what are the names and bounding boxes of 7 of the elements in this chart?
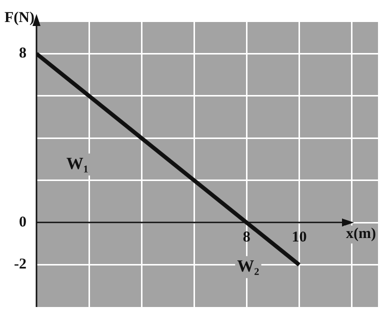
y-axis-title: F(N) — [4, 10, 34, 26]
y-tick-label: 8 — [18, 46, 26, 62]
y-tick-label: 0 — [18, 214, 26, 230]
annotation: W₁ — [66, 154, 89, 173]
annotation: W₂ — [237, 256, 260, 276]
x-axis-title: x(m) — [346, 226, 376, 242]
y-tick-label: -2 — [14, 256, 26, 273]
